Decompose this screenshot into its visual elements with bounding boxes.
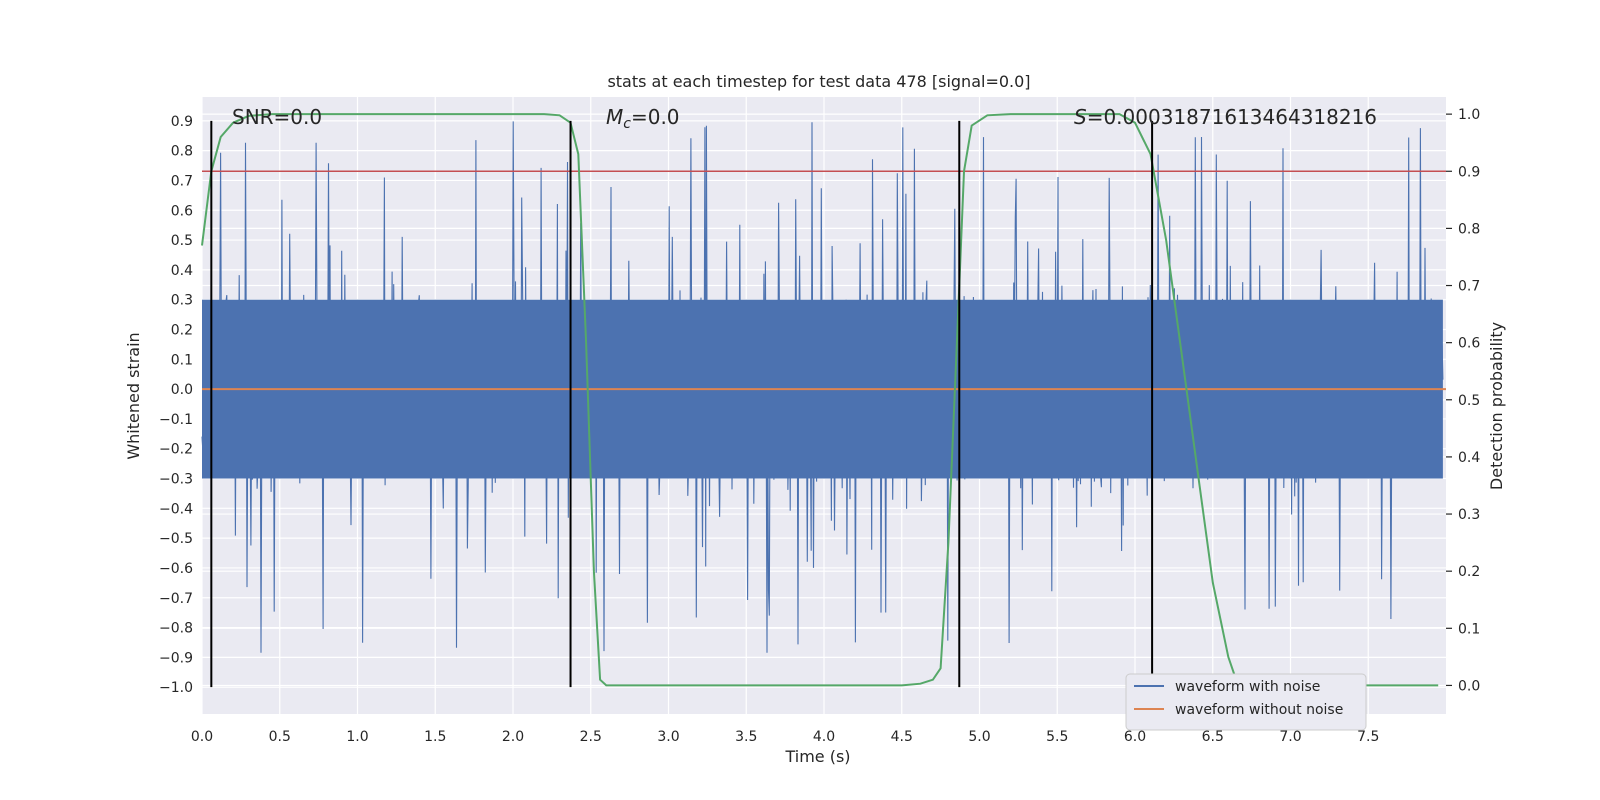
y-tick-label: −0.2 [159, 442, 193, 458]
s-annotation: S=0.00031871613464318216 [1074, 105, 1377, 129]
x-axis-label: Time (s) [784, 747, 850, 766]
y-right-tick-label: 0.0 [1458, 678, 1480, 694]
legend-label-noise: waveform with noise [1175, 679, 1320, 695]
mc-subscript: c [623, 116, 631, 132]
y-tick-label: 0.7 [171, 173, 193, 189]
snr-annotation: SNR=0.0 [232, 105, 322, 129]
y-tick-label: 0.4 [171, 263, 193, 279]
y-tick-label: 0.9 [171, 114, 193, 130]
y-tick-label: 0.3 [171, 293, 193, 309]
x-tick-label: 3.5 [735, 729, 757, 745]
x-tick-label: 7.0 [1279, 729, 1301, 745]
y-tick-label: 0.8 [171, 144, 193, 160]
y-tick-label: −1.0 [159, 680, 193, 696]
legend-label-clean: waveform without noise [1175, 702, 1343, 718]
y-right-tick-label: 0.8 [1458, 221, 1480, 237]
x-tick-label: 4.0 [813, 729, 835, 745]
y-tick-label: −0.8 [159, 621, 193, 637]
y-tick-label: −0.7 [159, 591, 193, 607]
x-tick-label: 7.5 [1357, 729, 1379, 745]
series-lines [201, 113, 1446, 687]
x-tick-label: 6.0 [1124, 729, 1146, 745]
y-right-tick-label: 0.4 [1458, 450, 1480, 466]
x-tick-label: 2.0 [502, 729, 524, 745]
s-value: =0.00031871613464318216 [1087, 105, 1377, 129]
y-tick-label: −0.1 [159, 412, 193, 428]
y-tick-label: −0.5 [159, 531, 193, 547]
x-tick-label: 2.5 [580, 729, 602, 745]
mc-value: =0.0 [631, 105, 680, 129]
y-tick-label: −0.3 [159, 472, 193, 488]
x-tick-label: 0.5 [269, 729, 291, 745]
s-symbol: S [1074, 105, 1087, 129]
y-tick-label: −0.9 [159, 650, 193, 666]
chart-title: stats at each timestep for test data 478… [607, 72, 1030, 91]
y-axis-right-label: Detection probability [1487, 322, 1506, 490]
detection-probability-line [201, 113, 1439, 687]
vertical-markers [210, 120, 1154, 688]
y-tick-label: −0.4 [159, 501, 193, 517]
y-right-tick-label: 0.1 [1458, 621, 1480, 637]
legend: waveform with noise waveform without noi… [1125, 673, 1367, 731]
y-tick-label: 0.6 [171, 203, 193, 219]
y-right-tick-label: 0.5 [1458, 393, 1480, 409]
y-tick-label: 0.1 [171, 352, 193, 368]
y-tick-label: 0.2 [171, 322, 193, 338]
mc-symbol: M [606, 105, 623, 129]
y-right-tick-label: 0.2 [1458, 564, 1480, 580]
y-right-tick-label: 1.0 [1458, 107, 1480, 123]
y-tick-label: −0.6 [159, 561, 193, 577]
x-tick-label: 4.5 [891, 729, 913, 745]
y-right-tick-label: 0.7 [1458, 279, 1480, 295]
x-tick-label: 5.0 [968, 729, 990, 745]
y-axis-label: Whitened strain [124, 332, 143, 459]
x-tick-label: 6.5 [1202, 729, 1224, 745]
x-tick-label: 0.0 [191, 729, 213, 745]
y-tick-label: 0.0 [171, 382, 193, 398]
x-tick-label: 1.5 [424, 729, 446, 745]
x-tick-label: 5.5 [1046, 729, 1068, 745]
y-right-tick-label: 0.6 [1458, 336, 1480, 352]
axes: 0.0 0.5 1.0 1.5 2.0 2.5 3.0 3.5 4.0 4.5 5.0 5.5 6.0 6… [159, 107, 1480, 745]
x-tick-label: 3.0 [657, 729, 679, 745]
y-tick-label: 0.5 [171, 233, 193, 249]
y-right-tick-label: 0.9 [1458, 164, 1480, 180]
y-right-tick-label: 0.3 [1458, 507, 1480, 523]
x-tick-label: 1.0 [346, 729, 368, 745]
legend-box [1125, 673, 1367, 731]
mc-annotation: Mc=0.0 [606, 105, 680, 132]
